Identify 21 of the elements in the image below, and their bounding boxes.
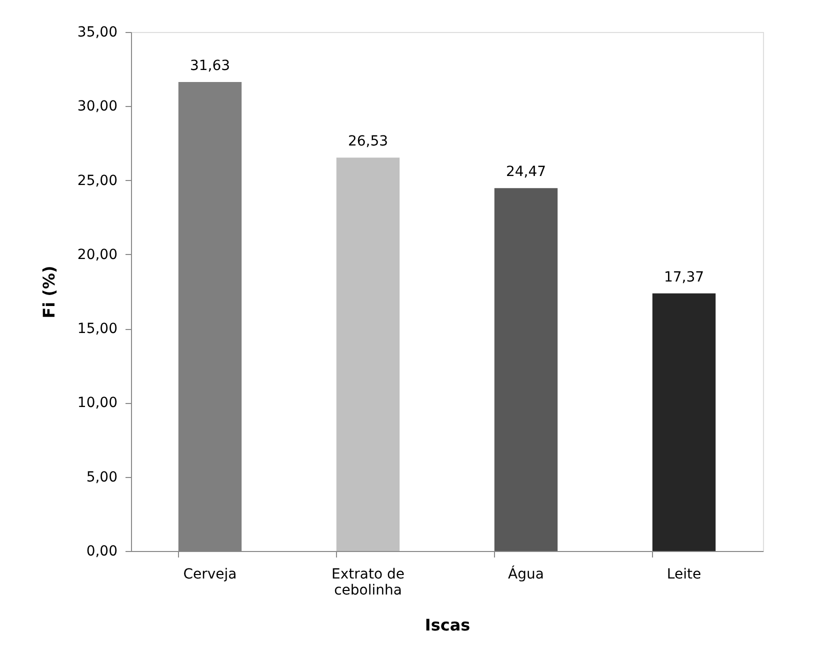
y-tick-label: 20,00 — [77, 246, 118, 263]
x-tick-label: Extrato de cebolinha — [332, 566, 404, 598]
x-tick-label: Cerveja — [183, 566, 237, 582]
x-tick-label: Leite — [666, 566, 702, 582]
data-label: 24,47 — [506, 164, 546, 180]
y-tick-label: 10,00 — [77, 395, 118, 412]
data-label: 31,63 — [190, 58, 230, 74]
y-tick-label: 35,00 — [77, 24, 118, 40]
bar — [494, 188, 558, 551]
y-tick-label: 30,00 — [77, 98, 118, 115]
x-tick-label: Água — [508, 566, 544, 582]
y-axis-title: Fi (%) — [39, 266, 58, 318]
bar — [652, 293, 716, 551]
x-axis-title: Iscas — [424, 616, 470, 634]
data-label: 17,37 — [664, 269, 704, 286]
bar — [336, 158, 400, 551]
y-tick-label: 15,00 — [77, 321, 118, 338]
y-tick-label: 0,00 — [86, 544, 118, 560]
y-tick-label: 5,00 — [86, 469, 118, 486]
y-tick-label: 25,00 — [77, 172, 118, 189]
data-label: 26,53 — [348, 134, 388, 150]
